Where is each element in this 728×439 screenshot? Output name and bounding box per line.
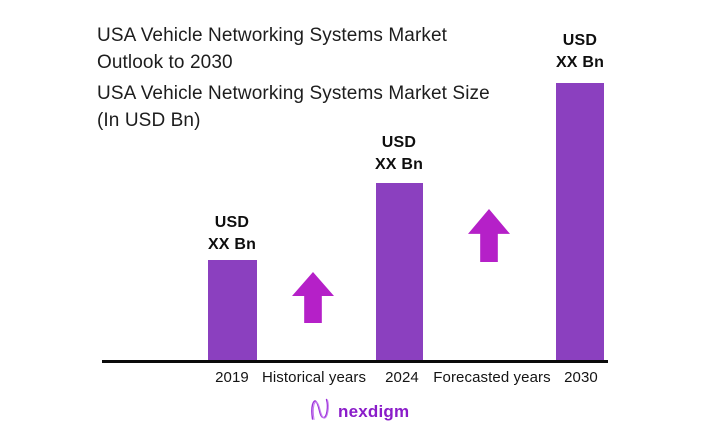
value-label-2030: USD XX Bn (510, 30, 650, 74)
value-label-2019: USD XX Bn (162, 212, 302, 256)
chart-title-line2: Outlook to 2030 (97, 52, 233, 73)
x-label-forecasted-years: Forecasted years (433, 369, 551, 386)
chart-title-line1: USA Vehicle Networking Systems Market (97, 25, 448, 46)
brand-logo: nexdigm (308, 396, 409, 427)
x-label-2019: 2019 (215, 369, 249, 386)
x-axis-line (102, 360, 608, 363)
bar-2024 (376, 183, 423, 360)
brand-wordmark: nexdigm (338, 401, 410, 421)
title-block: USA Vehicle Networking Systems Market Ou… (97, 22, 490, 134)
x-label-historical-years: Historical years (261, 369, 367, 386)
value-label-2024: USD XX Bn (329, 132, 469, 176)
nexdigm-logo-icon (308, 396, 332, 427)
value-label-2030-currency: USD (562, 32, 598, 49)
value-label-2019-amount: XX Bn (207, 236, 257, 253)
chart-subtitle: USA Vehicle Networking Systems Market Si… (97, 80, 490, 134)
bar-2019 (208, 260, 257, 360)
value-label-2030-amount: XX Bn (555, 54, 605, 71)
chart-subtitle-line2: (In USD Bn) (97, 110, 201, 131)
chart-title: USA Vehicle Networking Systems Market Ou… (97, 22, 490, 76)
chart-subtitle-line1: USA Vehicle Networking Systems Market Si… (97, 83, 490, 104)
value-label-2024-amount: XX Bn (374, 156, 424, 173)
growth-arrow-icon-2 (468, 209, 510, 262)
x-label-2024: 2024 (385, 369, 419, 386)
value-label-2019-currency: USD (214, 214, 250, 231)
growth-arrow-icon-1 (292, 272, 334, 323)
value-label-2024-currency: USD (381, 134, 417, 151)
bar-2030 (556, 83, 604, 360)
x-label-2030: 2030 (564, 369, 598, 386)
